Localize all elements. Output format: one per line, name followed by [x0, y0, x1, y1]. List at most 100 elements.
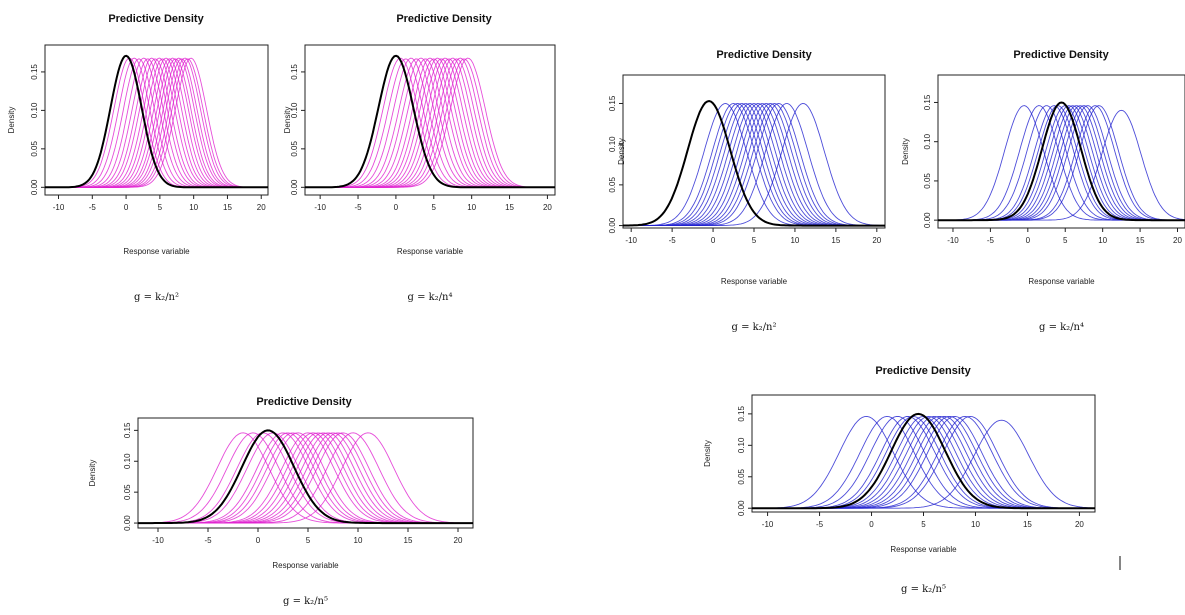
x-tick-label: 5	[921, 520, 926, 529]
x-tick-label: 20	[543, 203, 552, 212]
y-tick-label: 0.00	[290, 179, 299, 195]
density-curve	[138, 432, 473, 524]
x-tick-label: -10	[152, 536, 164, 545]
density-curve	[45, 57, 268, 188]
y-axis-label: Density	[617, 138, 626, 165]
y-tick-label: 0.15	[123, 422, 132, 438]
y-tick-label: 0.10	[737, 437, 746, 453]
density-curve	[138, 432, 473, 524]
y-tick-label: 0.15	[608, 95, 617, 111]
density-curve	[138, 432, 473, 524]
series-group	[938, 101, 1185, 222]
formula-caption: g = k₂/n²	[731, 322, 776, 333]
x-tick-label: 20	[454, 536, 463, 545]
formula-caption: g = k₂/n⁵	[283, 596, 328, 607]
y-tick-label: 0.05	[608, 177, 617, 193]
x-tick-label: 5	[1063, 236, 1068, 245]
x-axis-label: Response variable	[123, 247, 190, 256]
x-axis-label: Response variable	[721, 277, 788, 286]
density-curve	[938, 105, 1185, 221]
y-tick-label: 0.10	[123, 453, 132, 469]
reference-density-curve	[623, 99, 885, 227]
density-curve	[938, 109, 1185, 221]
x-tick-label: 15	[1136, 236, 1145, 245]
y-tick-label: 0.00	[737, 500, 746, 516]
x-tick-label: 15	[1023, 520, 1032, 529]
plot-frame	[304, 44, 556, 196]
formula-caption: g = k₂/n⁴	[1039, 322, 1084, 333]
x-tick-label: 15	[223, 203, 232, 212]
y-tick-label: 0.15	[737, 406, 746, 422]
chart-title: Predictive Density	[108, 13, 204, 25]
y-axis-label: Density	[901, 138, 910, 165]
x-tick-label: -5	[204, 536, 212, 545]
x-tick-label: 0	[394, 203, 399, 212]
x-tick-label: 10	[1098, 236, 1107, 245]
y-tick-label: 0.10	[923, 133, 932, 149]
x-tick-label: -10	[53, 203, 65, 212]
chart-title: Predictive Density	[396, 13, 492, 25]
y-axis-label: Density	[703, 440, 712, 467]
density-curve	[138, 432, 473, 524]
x-tick-label: -10	[625, 236, 637, 245]
density-curve	[623, 103, 885, 227]
density-curve	[138, 432, 473, 524]
density-curve	[138, 432, 473, 524]
density-curve	[305, 57, 555, 188]
y-tick-label: 0.00	[123, 515, 132, 531]
series-group	[305, 54, 555, 189]
panel-p6: Predictive Density -10 -5 0 5 10 15 20 0.00 0.05 0…	[703, 365, 1096, 595]
panel-p4: Predictive Density -10 -5 0 5 10 15 20 0.00 0.05 0…	[901, 49, 1185, 333]
x-axis-label: Response variable	[890, 545, 957, 554]
density-curve	[138, 432, 473, 524]
reference-density-curve	[138, 429, 473, 525]
plot-frame	[44, 44, 269, 196]
density-curve	[138, 432, 473, 524]
x-tick-label: -10	[762, 520, 774, 529]
y-axis-label: Density	[283, 107, 292, 134]
series-group	[138, 429, 473, 525]
x-tick-label: 15	[831, 236, 840, 245]
density-curve	[138, 432, 473, 524]
density-curve	[138, 432, 473, 524]
x-axis-label: Response variable	[1028, 277, 1095, 286]
x-tick-label: 5	[752, 236, 757, 245]
x-tick-label: -10	[314, 203, 326, 212]
x-tick-label: -5	[816, 520, 824, 529]
x-tick-label: -5	[89, 203, 97, 212]
plot-frame	[137, 417, 474, 529]
x-tick-label: 15	[404, 536, 413, 545]
chart-title: Predictive Density	[716, 49, 812, 61]
x-tick-label: 0	[869, 520, 874, 529]
x-tick-label: 20	[1075, 520, 1084, 529]
density-curve	[752, 415, 1095, 509]
density-curve	[138, 432, 473, 524]
x-tick-label: 20	[872, 236, 881, 245]
x-tick-label: -5	[354, 203, 362, 212]
x-axis-label: Response variable	[272, 561, 339, 570]
y-axis-label: Density	[88, 460, 97, 487]
panel-p2: Predictive Density -10 -5 0 5 10 15 20 0.00 0.05 0…	[283, 13, 556, 303]
formula-caption: g = k₂/n⁵	[901, 584, 946, 595]
chart-title: Predictive Density	[875, 365, 971, 377]
y-tick-label: 0.10	[290, 102, 299, 118]
plot-frame	[622, 74, 886, 229]
x-tick-label: 10	[971, 520, 980, 529]
density-curve	[138, 432, 473, 524]
x-tick-label: 5	[432, 203, 437, 212]
reference-density-curve	[45, 54, 268, 189]
x-tick-label: -5	[987, 236, 995, 245]
x-tick-label: 0	[256, 536, 261, 545]
reference-density-curve	[752, 412, 1095, 510]
y-tick-label: 0.05	[923, 173, 932, 189]
plot-frame	[751, 394, 1096, 513]
y-tick-label: 0.05	[123, 484, 132, 500]
chart-title: Predictive Density	[1013, 49, 1109, 61]
y-tick-label: 0.05	[737, 468, 746, 484]
y-tick-label: 0.15	[30, 64, 39, 80]
density-curve	[138, 432, 473, 524]
y-tick-label: 0.00	[30, 179, 39, 195]
y-tick-label: 0.15	[923, 94, 932, 110]
y-tick-label: 0.10	[608, 136, 617, 152]
